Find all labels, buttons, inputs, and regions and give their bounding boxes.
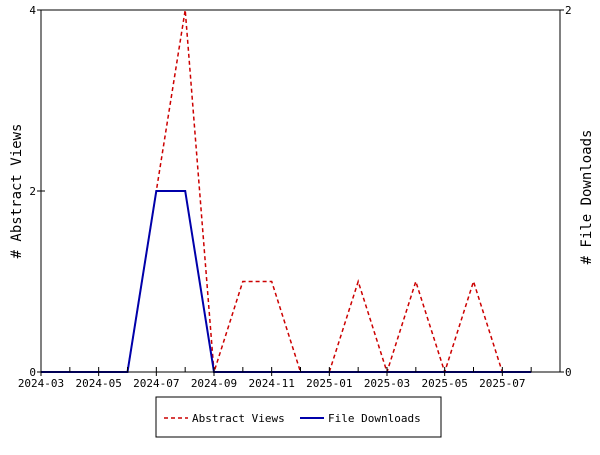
plot-frame <box>40 9 561 373</box>
y-right-tick-label: 0 <box>565 366 572 379</box>
legend-box <box>155 396 442 438</box>
x-tick-label: 2024-09 <box>191 377 237 390</box>
y-left-tick-label: 2 <box>29 185 36 198</box>
x-tick-label: 2024-05 <box>75 377 121 390</box>
x-tick-label: 2025-03 <box>364 377 410 390</box>
y-right-tick-label: 2 <box>565 4 572 17</box>
x-tick-label: 2024-07 <box>133 377 179 390</box>
y-axis-right-label: # File Downloads <box>579 130 595 265</box>
y-axis-left-label: # Abstract Views <box>9 124 25 259</box>
x-tick-label: 2025-01 <box>306 377 352 390</box>
series-line-file-downloads <box>41 190 532 373</box>
x-tick-label: 2024-11 <box>248 377 294 390</box>
legend: Abstract Views File Downloads <box>155 396 442 438</box>
series-line-abstract-views <box>41 9 532 375</box>
axes: 2024-03 2024-05 2024-07 2024-09 2024-11 2025-… <box>18 4 572 390</box>
y-left-tick-label: 0 <box>29 366 36 379</box>
x-tick-label: 2024-03 <box>18 377 64 390</box>
legend-label: File Downloads <box>328 412 421 425</box>
legend-label: Abstract Views <box>192 412 285 425</box>
y-left-tick-label: 4 <box>29 4 36 17</box>
plot-area <box>41 9 532 375</box>
x-tick-label: 2025-05 <box>421 377 467 390</box>
x-tick-label: 2025-07 <box>479 377 525 390</box>
